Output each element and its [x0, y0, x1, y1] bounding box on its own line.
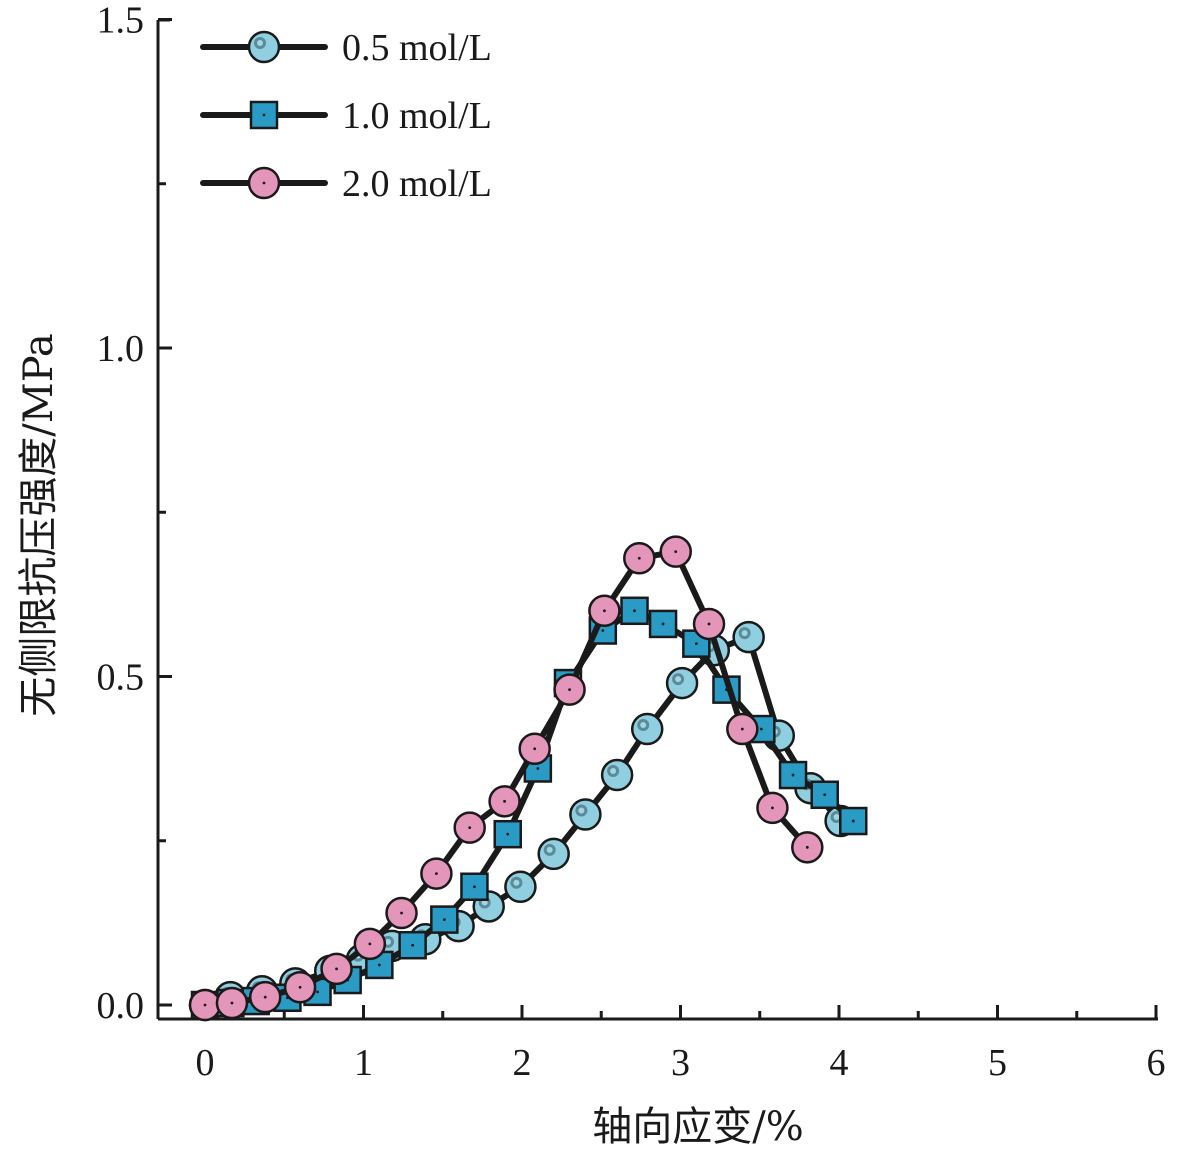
data-point	[518, 732, 551, 766]
y-tick-label: 0.0	[97, 985, 145, 1027]
axes	[156, 18, 1158, 1021]
data-point	[215, 986, 249, 1020]
legend-label: 1.0 mol/L	[342, 95, 492, 137]
data-point	[600, 758, 634, 792]
data-point	[756, 791, 789, 825]
x-tick-label: 5	[988, 1042, 1007, 1084]
x-ticks: 0 1 2 3 4 5 6	[196, 1005, 1166, 1084]
legend-item: 0.5 mol/L	[200, 27, 492, 69]
data-point	[188, 988, 222, 1022]
data-point	[630, 712, 664, 746]
data-point	[283, 971, 317, 1004]
legend-item: 1.0 mol/L	[200, 95, 492, 137]
data-point	[320, 952, 353, 986]
y-ticks: 0.0 0.5 1.0 1.5	[97, 0, 172, 1027]
data-point	[665, 666, 699, 700]
data-point	[659, 535, 692, 568]
data-point	[588, 594, 621, 628]
series-2-0-mol-l	[188, 535, 824, 1022]
data-point	[420, 857, 453, 890]
data-point	[537, 837, 570, 871]
y-tick-label: 1.0	[97, 328, 145, 370]
x-tick-label: 3	[671, 1042, 690, 1084]
data-point	[620, 596, 649, 626]
data-point	[385, 896, 418, 930]
legend-item: 2.0 mol/L	[200, 163, 492, 205]
data-point	[430, 905, 459, 934]
data-point	[648, 609, 678, 639]
x-axis-title: 轴向应变/%	[592, 1104, 803, 1150]
x-tick-label: 2	[513, 1042, 532, 1084]
data-point	[726, 712, 759, 746]
data-point	[732, 620, 765, 654]
series-0-5-mol-l	[188, 620, 857, 1022]
legend-marker	[247, 30, 281, 64]
data-point	[778, 760, 808, 790]
x-tick-label: 1	[354, 1042, 373, 1084]
legend-marker	[249, 100, 279, 130]
data-point	[488, 785, 521, 818]
x-tick-label: 4	[830, 1042, 849, 1084]
y-tick-label: 0.5	[97, 657, 145, 699]
legend-label: 2.0 mol/L	[342, 163, 492, 205]
data-point	[248, 980, 282, 1014]
series-line	[204, 634, 843, 1008]
y-axis-title: 无侧限抗压强度/MPa	[16, 333, 62, 716]
x-tick-label: 6	[1147, 1042, 1166, 1084]
data-point	[398, 930, 427, 960]
x-tick-label: 0	[196, 1042, 215, 1084]
legend-marker	[247, 166, 281, 200]
legend: 0.5 mol/L 1.0 mol/L 2.0 mol/L	[200, 27, 492, 205]
data-point	[839, 806, 868, 836]
y-tick-label: 1.5	[97, 0, 145, 42]
data-point	[810, 780, 839, 810]
data-point	[493, 819, 522, 849]
data-point	[692, 607, 726, 641]
data-point	[553, 673, 586, 706]
data-point	[791, 831, 824, 864]
data-point	[460, 872, 489, 901]
data-point	[453, 811, 486, 844]
legend-label: 0.5 mol/L	[342, 27, 492, 69]
series-layer	[188, 535, 868, 1022]
data-point	[569, 798, 602, 831]
data-point	[623, 541, 656, 575]
data-point	[353, 927, 387, 961]
data-point	[504, 870, 537, 903]
